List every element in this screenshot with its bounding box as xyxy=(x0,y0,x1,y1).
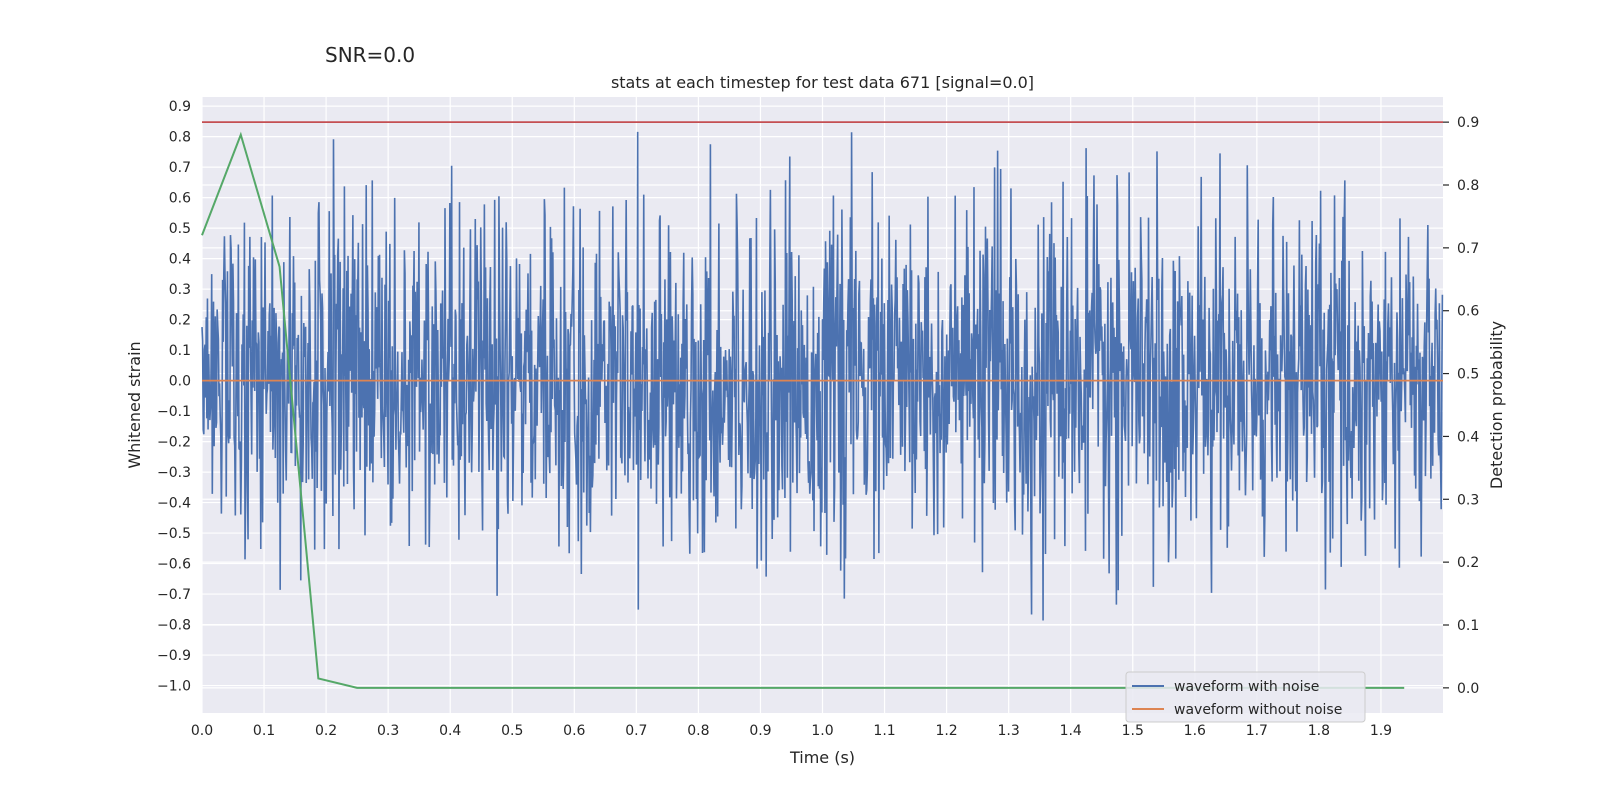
y-tick-label: 0.8 xyxy=(169,130,191,146)
legend: waveform with noise waveform without noi… xyxy=(1125,671,1366,723)
y-tick-label: 0.0 xyxy=(169,374,191,390)
x-tick-label: 1.6 xyxy=(1184,723,1206,739)
x-tick-label: 0.5 xyxy=(501,723,523,739)
y2-axis-label: Detection probability xyxy=(1487,321,1506,489)
y2-tick-label: 0.9 xyxy=(1457,115,1479,131)
y-tick-label: −0.3 xyxy=(157,465,191,481)
x-tick-label: 0.2 xyxy=(315,723,337,739)
y-tick-label: 0.7 xyxy=(169,160,191,176)
y2-tick-label: 0.7 xyxy=(1457,241,1479,257)
y2-tick-label: 0.8 xyxy=(1457,178,1479,194)
x-tick-label: 0.7 xyxy=(625,723,647,739)
y-axis-label: Whitened strain xyxy=(125,341,144,468)
y-tick-label: 0.2 xyxy=(169,313,191,329)
y-tick-label: 0.6 xyxy=(169,191,191,207)
chart-title: stats at each timestep for test data 671… xyxy=(611,73,1034,92)
x-tick-label: 0.9 xyxy=(749,723,771,739)
x-tick-label: 1.2 xyxy=(935,723,957,739)
y-tick-label: −0.9 xyxy=(157,648,191,664)
y-tick-label: −0.5 xyxy=(157,526,191,542)
x-tick-label: 0.1 xyxy=(253,723,275,739)
tick-labels: 0.0 0.1 0.2 0.3 0.4 0.5 0.6 0.7 0.8 0.9 1.0 1.1 1.2 1… xyxy=(157,99,1479,739)
x-tick-label: 1.4 xyxy=(1060,723,1082,739)
snr-label: SNR=0.0 xyxy=(325,43,415,67)
y2-tick-label: 0.6 xyxy=(1457,304,1479,320)
series-detection-probability xyxy=(201,131,1405,689)
x-axis-label: Time (s) xyxy=(789,748,855,767)
x-tick-label: 1.7 xyxy=(1246,723,1268,739)
legend-box xyxy=(1125,671,1366,723)
y2-tick-label: 0.4 xyxy=(1457,429,1479,445)
y-tick-label: −0.7 xyxy=(157,587,191,603)
x-tick-label: 1.0 xyxy=(811,723,833,739)
legend-label-noise: waveform with noise xyxy=(1174,679,1319,695)
y-tick-label: −0.8 xyxy=(157,618,191,634)
y-tick-label: −0.2 xyxy=(157,435,191,451)
x-tick-label: 0.8 xyxy=(687,723,709,739)
y-tick-label: −0.4 xyxy=(157,496,191,512)
x-tick-label: 1.8 xyxy=(1308,723,1330,739)
x-tick-label: 1.3 xyxy=(998,723,1020,739)
legend-label-clean: waveform without noise xyxy=(1174,702,1342,718)
y2-tick-label: 0.1 xyxy=(1457,618,1479,634)
x-tick-label: 1.5 xyxy=(1122,723,1144,739)
x-tick-label: 0.4 xyxy=(439,723,461,739)
series-waveform-with-noise xyxy=(201,131,1444,621)
y-tick-label: 0.3 xyxy=(169,282,191,298)
y-tick-label: −1.0 xyxy=(157,679,191,695)
y-tick-label: −0.1 xyxy=(157,404,191,420)
y-tick-label: 0.5 xyxy=(169,221,191,237)
x-tick-label: 0.3 xyxy=(377,723,399,739)
series-layer xyxy=(201,121,1444,689)
y-tick-label: 0.4 xyxy=(169,252,191,268)
y2-tick-label: 0.0 xyxy=(1457,681,1479,697)
y-tick-label: 0.9 xyxy=(169,99,191,115)
y2-tick-label: 0.2 xyxy=(1457,555,1479,571)
y-tick-label: 0.1 xyxy=(169,343,191,359)
y2-tick-label: 0.5 xyxy=(1457,367,1479,383)
x-tick-label: 0.0 xyxy=(191,723,213,739)
y-tick-label: −0.6 xyxy=(157,557,191,573)
x-tick-label: 0.6 xyxy=(563,723,585,739)
x-tick-label: 1.9 xyxy=(1370,723,1392,739)
y2-tick-label: 0.3 xyxy=(1457,492,1479,508)
x-tick-label: 1.1 xyxy=(873,723,895,739)
